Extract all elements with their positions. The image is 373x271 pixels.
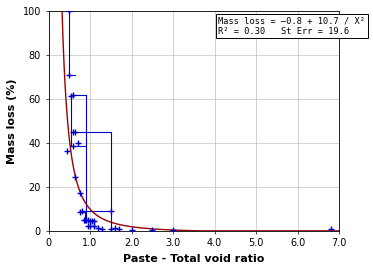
- X-axis label: Paste - Total void ratio: Paste - Total void ratio: [123, 254, 264, 264]
- Y-axis label: Mass loss (%): Mass loss (%): [7, 78, 17, 164]
- Text: Mass loss = –0.8 + 10.7 / X²
R² = 0.30   St Err = 19.6: Mass loss = –0.8 + 10.7 / X² R² = 0.30 S…: [219, 17, 366, 36]
